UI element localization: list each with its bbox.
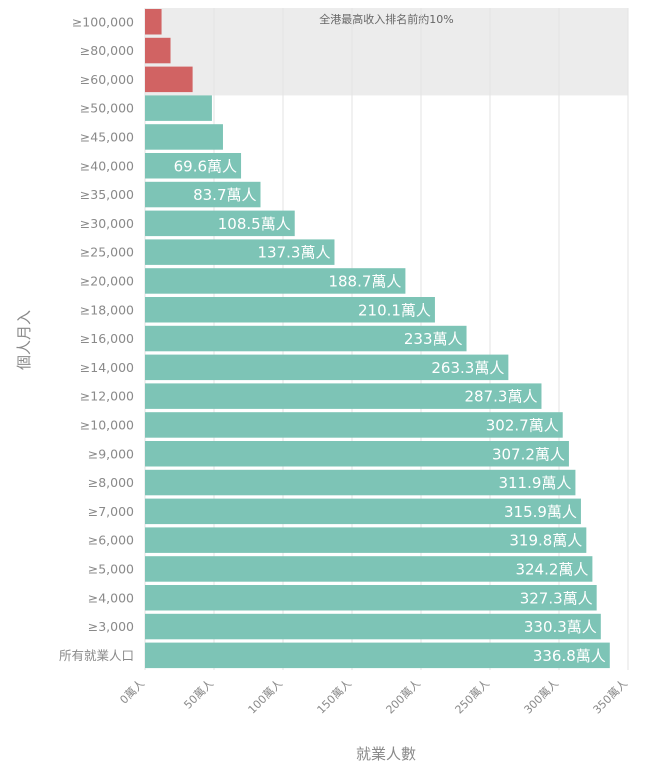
x-tick-label-5: 250萬人 [453,677,493,717]
bar-5 [145,153,242,179]
bar-value-label-16: 311.9萬人 [498,474,571,492]
category-label-16: ≥8,000 [88,475,134,490]
bar-1 [145,37,171,64]
bar-4 [145,124,223,150]
category-label-11: ≥16,000 [80,331,134,346]
category-label-6: ≥35,000 [80,187,134,202]
category-label-18: ≥6,000 [88,533,134,548]
category-label-21: ≥3,000 [88,619,134,634]
category-label-15: ≥9,000 [88,446,134,461]
bar-value-label-10: 210.1萬人 [358,301,431,319]
bar-17 [145,498,581,525]
bar-value-label-12: 263.3萬人 [431,359,504,377]
category-label-14: ≥10,000 [80,417,134,432]
bar-15 [145,441,569,467]
x-tick-label-0: 0萬人 [117,677,147,707]
category-label-20: ≥4,000 [88,590,134,605]
bar-12 [145,354,509,381]
category-label-8: ≥25,000 [80,245,134,260]
x-tick-label-6: 300萬人 [522,677,562,717]
bar-value-label-6: 83.7萬人 [193,186,256,204]
bar-11 [145,325,467,352]
category-label-5: ≥40,000 [80,158,134,173]
category-label-13: ≥12,000 [80,389,134,404]
bar-0 [145,9,162,35]
bar-value-label-11: 233萬人 [404,330,463,348]
category-label-19: ≥5,000 [88,561,134,576]
bar-22 [145,642,610,669]
category-label-0: ≥100,000 [72,14,134,29]
top-10-percent-label: 全港最高收入排名前約10% [319,12,453,26]
bar-value-label-19: 324.2萬人 [515,560,588,578]
category-label-4: ≥45,000 [80,129,134,144]
bar-19 [145,556,593,582]
category-label-1: ≥80,000 [80,43,134,58]
bar-14 [145,412,563,438]
bar-6 [145,181,261,208]
bar-value-label-9: 188.7萬人 [328,272,401,290]
bar-value-label-21: 330.3萬人 [524,618,597,636]
x-tick-label-1: 50萬人 [181,677,216,712]
x-tick-label-7: 350萬人 [591,677,631,717]
bar-10 [145,297,435,323]
bar-8 [145,239,335,265]
y-axis-title: 個人月入 [15,310,33,370]
category-label-17: ≥7,000 [88,504,134,519]
bar-9 [145,268,406,294]
x-axis-title: 就業人數 [356,745,416,763]
bar-value-label-8: 137.3萬人 [258,244,331,262]
top-10-percent-band [145,8,628,96]
bar-16 [145,469,576,496]
category-label-12: ≥14,000 [80,360,134,375]
category-label-22: 所有就業人口 [59,648,134,663]
bar-18 [145,527,587,553]
x-tick-label-3: 150萬人 [315,677,355,717]
bar-value-label-13: 287.3萬人 [465,388,538,406]
bar-value-label-14: 302.7萬人 [486,416,559,434]
x-tick-label-2: 100萬人 [246,677,286,717]
bar-value-label-7: 108.5萬人 [218,215,291,233]
bar-21 [145,613,601,640]
bar-value-label-17: 315.9萬人 [504,503,577,521]
category-labels: ≥100,000 ≥80,000 ≥60,000 ≥50,000 ≥45,000 ≥40,… [59,14,134,663]
bar-13 [145,383,542,409]
x-tick-label-4: 200萬人 [384,677,424,717]
category-label-9: ≥20,000 [80,273,134,288]
bar-value-label-20: 327.3萬人 [520,589,593,607]
bar-value-label-5: 69.6萬人 [174,157,237,175]
category-label-2: ≥60,000 [80,72,134,87]
bar-7 [145,210,295,237]
category-label-7: ≥30,000 [80,216,134,231]
bar-value-label-15: 307.2萬人 [492,445,565,463]
bars: 69.6萬人 83.7萬人 108.5萬人 137.3萬人 188.7萬人 210.1萬人… [145,9,610,669]
category-label-10: ≥18,000 [80,302,134,317]
category-label-3: ≥50,000 [80,101,134,116]
bar-value-label-18: 319.8萬人 [509,532,582,550]
bar-value-label-22: 336.8萬人 [533,647,606,665]
bar-3 [145,95,212,121]
x-tick-labels: 0萬人 50萬人 100萬人 150萬人 200萬人 250萬人 300萬人 350萬人 [117,677,630,717]
bar-2 [145,66,193,93]
bar-20 [145,585,597,611]
